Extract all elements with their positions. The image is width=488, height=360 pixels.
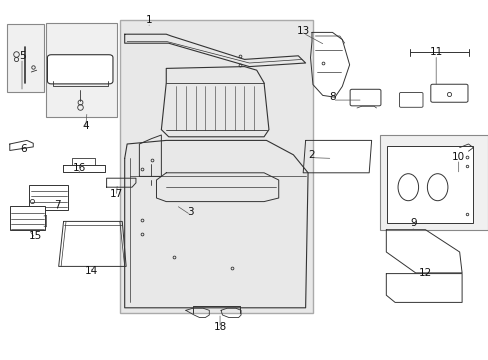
Text: 3: 3 — [187, 207, 194, 217]
FancyBboxPatch shape — [399, 93, 422, 107]
Text: 8: 8 — [328, 92, 335, 102]
Bar — [46, 23, 117, 117]
FancyBboxPatch shape — [349, 89, 380, 106]
Text: 18: 18 — [213, 322, 226, 332]
FancyBboxPatch shape — [47, 55, 113, 84]
Ellipse shape — [397, 174, 418, 201]
Text: 5: 5 — [19, 51, 25, 61]
Text: 11: 11 — [428, 47, 442, 57]
FancyBboxPatch shape — [10, 206, 45, 230]
Text: 17: 17 — [109, 189, 123, 199]
FancyBboxPatch shape — [29, 185, 68, 210]
Text: 14: 14 — [85, 266, 99, 276]
Text: 16: 16 — [72, 163, 86, 174]
Bar — [7, 24, 44, 92]
Bar — [380, 135, 487, 230]
Text: 12: 12 — [418, 268, 431, 278]
FancyBboxPatch shape — [386, 146, 472, 223]
Text: 4: 4 — [82, 121, 89, 131]
Text: 9: 9 — [409, 218, 416, 228]
Text: 13: 13 — [296, 26, 309, 36]
Bar — [120, 20, 312, 313]
FancyBboxPatch shape — [430, 84, 467, 102]
Text: 7: 7 — [54, 200, 61, 210]
Text: 10: 10 — [451, 152, 464, 162]
Ellipse shape — [427, 174, 447, 201]
Text: 15: 15 — [28, 231, 42, 241]
Text: 6: 6 — [20, 144, 27, 154]
Text: 2: 2 — [308, 150, 315, 160]
Text: 1: 1 — [145, 15, 152, 25]
